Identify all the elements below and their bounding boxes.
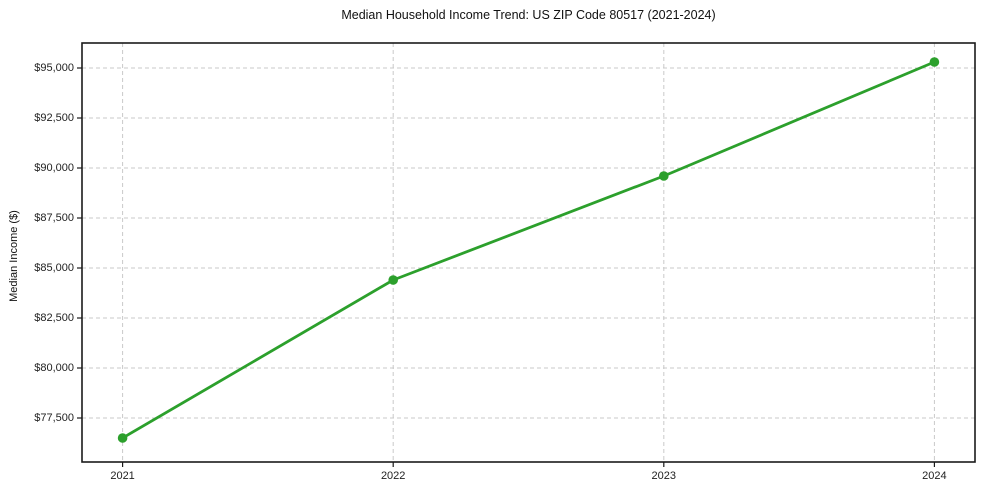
y-tick-label: $95,000 [34,61,74,74]
y-tick-label: $92,500 [34,111,74,124]
y-tick-label: $87,500 [34,211,74,224]
data-point-marker [929,57,940,67]
chart-title: Median Household Income Trend: US ZIP Co… [341,8,716,22]
y-tick-label: $90,000 [34,161,74,174]
x-tick-label: 2023 [651,470,677,482]
plot-border [81,42,976,463]
y-tick-label: $85,000 [34,261,74,274]
y-tick-label: $82,500 [34,311,74,324]
x-tick-label: 2022 [380,470,406,482]
data-point-marker [388,275,398,285]
y-tick-label: $77,500 [34,411,74,424]
data-point-marker [117,433,128,443]
data-point-marker [659,171,669,181]
trend-line [121,60,936,440]
y-tick-label: $80,000 [34,361,74,374]
x-tick-label: 2021 [110,470,135,482]
x-tick-label: 2024 [922,470,947,482]
